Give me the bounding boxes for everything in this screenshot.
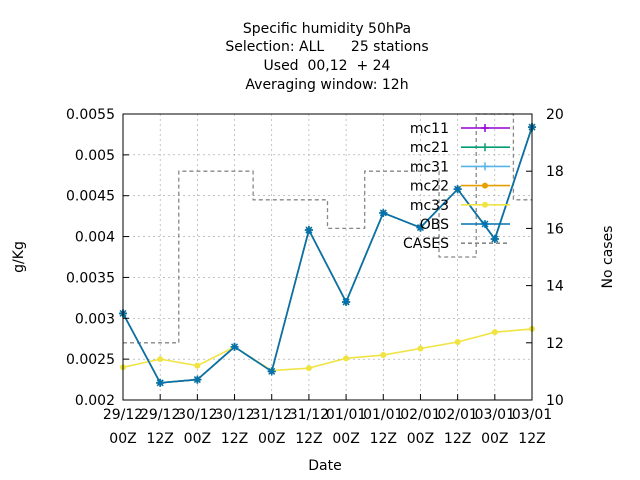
title-line-3: Used 00,12 + 24 xyxy=(264,58,391,74)
legend: mc11 mc21 mc31 mc22 mc33 OBS CASES xyxy=(403,121,510,252)
x-tick-label-date: 03/01 xyxy=(512,407,552,423)
series-obs xyxy=(119,123,536,387)
series-mc21 xyxy=(119,123,536,387)
x-tick-label-date: 31/12 xyxy=(289,407,329,423)
data-point-mc33 xyxy=(380,352,387,359)
series-line-obs xyxy=(122,126,533,384)
data-point-mc33 xyxy=(343,355,350,362)
x-tick-label-date: 02/01 xyxy=(400,407,440,423)
x-tick-label-date: 30/12 xyxy=(177,407,217,423)
cases-series xyxy=(123,113,532,344)
y-tick-label: 0.0025 xyxy=(66,352,115,368)
series-lines xyxy=(119,123,536,387)
series-line-mc21 xyxy=(122,126,533,384)
x-tick-label-hour: 00Z xyxy=(258,431,285,447)
series-mc33 xyxy=(120,325,535,374)
title-line-1: Specific humidity 50hPa xyxy=(243,21,411,37)
data-point-mc33 xyxy=(417,345,424,352)
x-tick-label-date: 30/12 xyxy=(214,407,254,423)
series-line-mc33 xyxy=(122,328,533,372)
series-line-mc31 xyxy=(122,126,533,384)
x-tick-label-hour: 00Z xyxy=(109,431,136,447)
legend-label-mc33: mc33 xyxy=(410,198,449,214)
data-point-obs xyxy=(306,227,312,233)
legend-marker-mc22 xyxy=(482,182,488,189)
plot-frame xyxy=(122,113,533,401)
x-tick-label-date: 02/01 xyxy=(437,407,477,423)
x-tick-label-hour: 12Z xyxy=(370,431,397,447)
grid xyxy=(123,114,532,400)
data-point-obs xyxy=(232,344,237,350)
data-point-obs xyxy=(157,380,163,386)
y2-tick-label: 10 xyxy=(546,393,564,409)
y2-tick-label: 16 xyxy=(546,221,564,237)
title-line-4: Averaging window: 12h xyxy=(245,77,408,93)
legend-label-mc22: mc22 xyxy=(410,179,449,195)
x-tick-label-hour: 12Z xyxy=(444,431,471,447)
data-point-obs xyxy=(492,236,498,242)
data-point-obs xyxy=(455,186,460,192)
x-tick-label-hour: 12Z xyxy=(518,431,545,447)
x-tick-label-hour: 00Z xyxy=(184,431,211,447)
legend-marker-mc31 xyxy=(481,162,489,171)
y2-tick-label: 12 xyxy=(546,336,564,352)
title-line-2: Selection: ALL 25 stations xyxy=(225,39,428,55)
data-point-obs xyxy=(418,225,423,230)
x-tick-label-hour: 00Z xyxy=(407,431,434,447)
x-tick-label-date: 03/01 xyxy=(475,407,515,423)
y2-tick-label: 14 xyxy=(546,279,564,295)
series-line-mc11 xyxy=(122,126,533,384)
legend-label-mc21: mc21 xyxy=(410,140,449,156)
x-axis-label: Date xyxy=(308,458,341,474)
series-mc31 xyxy=(119,123,536,387)
x-axis-ticks: 29/1200Z29/1212Z30/1200Z30/1212Z31/1200Z… xyxy=(103,394,552,447)
y2-tick-label: 18 xyxy=(546,164,564,180)
legend-marker-mc33 xyxy=(482,201,488,208)
data-point-mc33 xyxy=(305,365,312,372)
x-tick-label-hour: 00Z xyxy=(332,431,359,447)
y-tick-label: 0.0035 xyxy=(66,270,115,286)
x-tick-label-date: 01/01 xyxy=(326,407,366,423)
legend-label-obs: OBS xyxy=(420,217,449,233)
y2-axis-ticks: 10 12 14 16 18 20 xyxy=(526,107,564,409)
y-axis-ticks: 0.002 0.0025 0.003 0.0035 0.004 0.0045 0.005 0.… xyxy=(66,107,129,409)
series-mc11 xyxy=(119,123,536,387)
data-point-obs xyxy=(195,377,200,382)
data-point-mc33 xyxy=(491,329,498,336)
cases-line xyxy=(123,113,532,344)
data-point-mc33 xyxy=(194,362,201,369)
x-tick-label-hour: 12Z xyxy=(146,431,173,447)
legend-marker-mc11 xyxy=(481,124,489,132)
y-axis-label: g/Kg xyxy=(11,241,27,273)
y2-axis-label: No cases xyxy=(600,226,616,289)
y-tick-label: 0.0055 xyxy=(66,107,115,123)
data-point-mc33 xyxy=(454,338,461,345)
legend-label-cases: CASES xyxy=(403,236,449,252)
y-tick-label: 0.004 xyxy=(75,230,115,246)
data-point-obs xyxy=(269,369,274,374)
x-tick-label-hour: 00Z xyxy=(481,431,508,447)
data-point-mc33 xyxy=(157,356,164,363)
series-mc22 xyxy=(120,124,535,386)
chart-title: Specific humidity 50hPa Selection: ALL 2… xyxy=(225,21,428,93)
y2-tick-label: 20 xyxy=(546,107,564,123)
legend-marker-mc21 xyxy=(481,143,489,152)
series-line-mc22 xyxy=(122,126,533,384)
legend-label-mc11: mc11 xyxy=(410,121,449,137)
x-tick-label-date: 31/12 xyxy=(252,407,292,423)
legend-marker-obs xyxy=(482,221,488,227)
data-point-obs xyxy=(343,299,349,305)
x-tick-label-date: 29/12 xyxy=(140,407,180,423)
x-tick-label-date: 29/12 xyxy=(103,407,143,423)
legend-label-mc31: mc31 xyxy=(410,159,449,175)
x-tick-label-hour: 12Z xyxy=(295,431,322,447)
y-tick-label: 0.005 xyxy=(75,148,115,164)
y-tick-label: 0.002 xyxy=(75,393,115,409)
y-tick-label: 0.0045 xyxy=(66,189,115,205)
y-tick-label: 0.003 xyxy=(75,311,115,327)
data-point-obs xyxy=(381,210,386,216)
x-tick-label-date: 01/01 xyxy=(363,407,403,423)
x-tick-label-hour: 12Z xyxy=(221,431,248,447)
